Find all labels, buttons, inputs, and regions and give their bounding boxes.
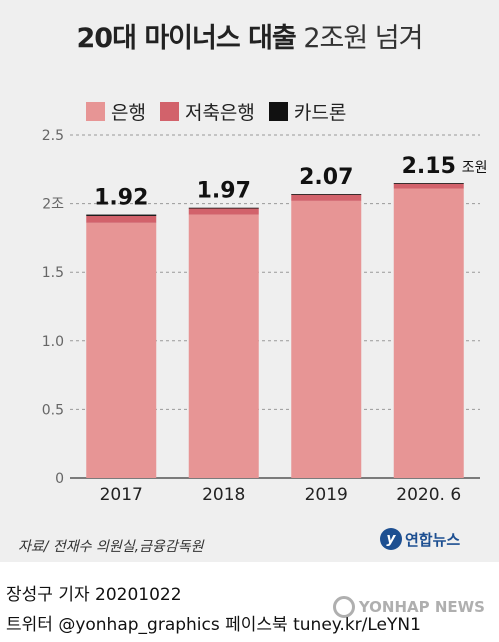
y-tick-label: 0.5 (42, 402, 64, 418)
bar-total-unit: 조원 (462, 160, 488, 176)
bar-segment (291, 193, 362, 195)
legend-swatch-card-loan (268, 102, 288, 121)
x-tick-label: 2020. 6 (396, 485, 461, 505)
bar-total-label: 2.07 (299, 165, 353, 190)
x-tick-label: 2019 (305, 485, 348, 505)
legend-label-savings-bank: 저축은행 (184, 102, 255, 124)
legend-label-bank: 은행 (111, 102, 146, 124)
social-credit: 트위터 @yonhap_graphics 페이스북 tuney.kr/LeYN1 (6, 615, 421, 635)
bar-total-label: 2.15 (402, 154, 456, 179)
y-tick-label: 0 (55, 471, 64, 487)
bar-total-label: 1.92 (94, 186, 148, 211)
legend-item-card-loan: 카드론 (268, 98, 347, 125)
legend-label-card-loan: 카드론 (293, 102, 347, 124)
watermark-logo-icon (332, 596, 355, 618)
watermark-text: YONHAP NEWS (358, 598, 485, 616)
yonhap-logo: y 연합뉴스 (380, 528, 460, 550)
bar-segment (188, 208, 259, 215)
legend-item-savings-bank: 저축은행 (159, 98, 255, 125)
chart-title: 20대 마이너스 대출 2조원 넘겨 (0, 16, 499, 55)
y-tick-label: 1.5 (42, 265, 64, 281)
legend-swatch-bank (86, 102, 105, 121)
yonhap-logo-mark: y (380, 528, 402, 550)
bar-segment (188, 214, 259, 479)
bar-segment (86, 222, 157, 478)
bar-segment (86, 215, 157, 223)
bar-segment (393, 183, 464, 184)
stacked-bar-chart: 0 0.5 1.0 1.5 2조 2.5 1.92 2017 1.97 2018 2.07 2019 2… (42, 128, 488, 505)
bar-segment (291, 194, 362, 201)
bar-segment (291, 200, 362, 478)
bar-segment (188, 207, 259, 209)
y-tick-label: 2.5 (42, 128, 64, 144)
chart-legend: 은행 저축은행 카드론 (86, 98, 360, 125)
title-main: 20대 마이너스 대출 (76, 23, 297, 54)
yonhap-watermark: YONHAP NEWS (332, 596, 485, 618)
bar-segment (393, 183, 464, 189)
x-tick-label: 2017 (100, 485, 143, 505)
x-tick-label: 2018 (202, 485, 245, 505)
bar-total-label: 1.97 (197, 179, 251, 204)
y-tick-label: 1.0 (42, 334, 64, 350)
legend-swatch-savings-bank (159, 102, 179, 121)
reporter-credit: 장성구 기자 20201022 (6, 585, 182, 605)
yonhap-logo-text: 연합뉴스 (405, 530, 461, 549)
title-sub: 2조원 넘겨 (303, 23, 423, 54)
source-note: 자료/ 전재수 의원실,금융감독원 (18, 539, 204, 555)
y-tick-label: 2조 (42, 197, 64, 213)
bar-segment (86, 214, 157, 216)
legend-item-bank: 은행 (86, 98, 146, 125)
bar-segment (393, 188, 464, 478)
